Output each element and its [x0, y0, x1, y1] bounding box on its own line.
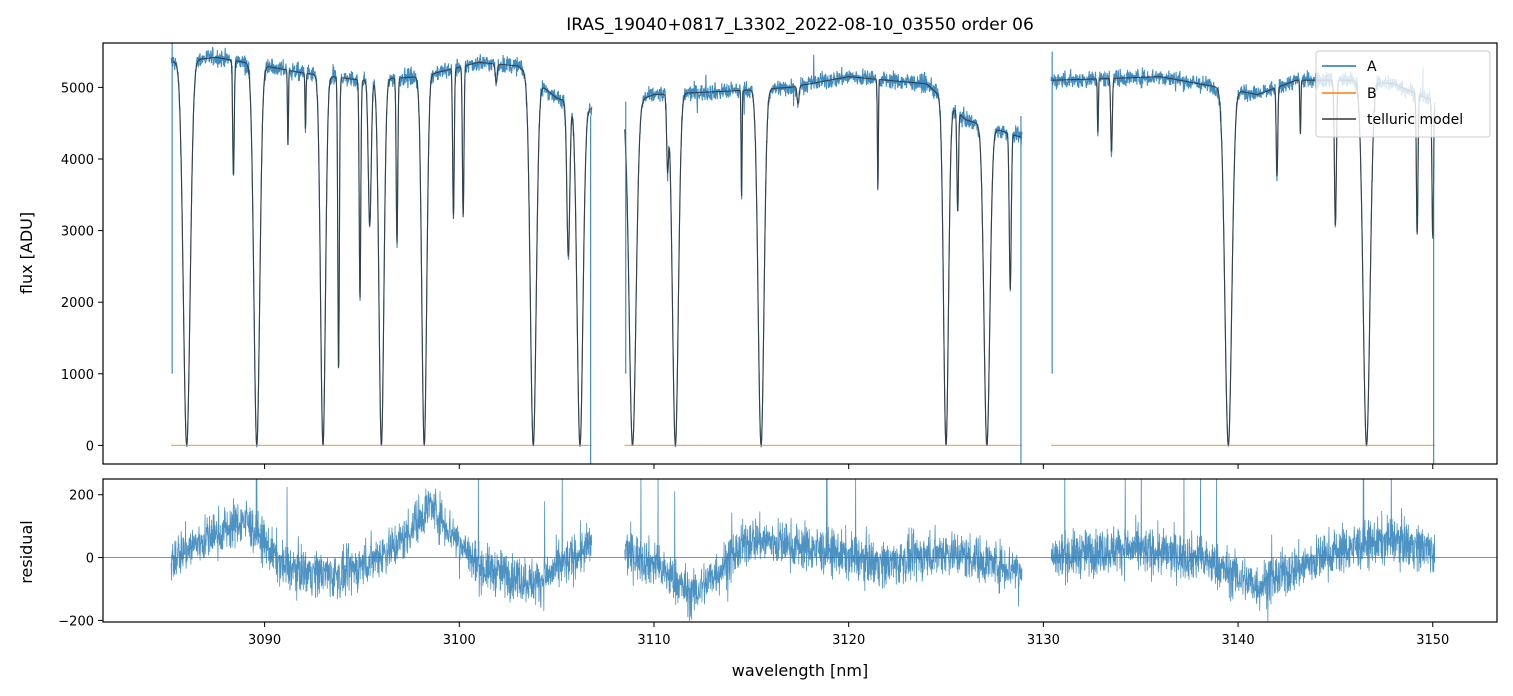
- residual-y-tick-label: 200: [69, 489, 94, 504]
- residual-plot-area: [103, 479, 1497, 622]
- flux-y-tick-label: 1000: [61, 368, 94, 383]
- residual-x-tick-label: 3130: [1027, 633, 1060, 648]
- residual-y-ticks: −200 0 200: [58, 489, 103, 629]
- residual-panel: −200 0 200 3090 3100 3110 3120 3130 3140 3150 re…: [17, 478, 1498, 680]
- legend-label-b: B: [1367, 86, 1377, 102]
- residual-x-tick-label: 3090: [248, 633, 281, 648]
- residual-x-tick-label: 3100: [443, 633, 476, 648]
- residual-y-tick-label: 0: [86, 552, 94, 567]
- flux-panel-frame: [102, 42, 1498, 465]
- residual-x-tick-label: 3120: [832, 633, 865, 648]
- flux-y-tick-label: 2000: [61, 296, 94, 311]
- flux-y-tick-label: 5000: [61, 81, 94, 96]
- residual-line: [170, 479, 593, 612]
- residual-x-tick-label: 3150: [1416, 633, 1449, 648]
- legend-box: [1315, 50, 1491, 138]
- flux-y-tick-label: 4000: [61, 153, 94, 168]
- series-a-line: [624, 54, 1023, 448]
- residual-x-ticks: 3090 3100 3110 3120 3130 3140 3150: [248, 622, 1449, 648]
- residual-line: [624, 479, 1023, 622]
- flux-y-tick-label: 0: [86, 439, 94, 454]
- flux-plot-area: [170, 43, 1436, 464]
- telluric-model-line: [171, 56, 592, 447]
- legend-label-telluric: telluric model: [1367, 112, 1463, 128]
- legend-label-a: A: [1367, 59, 1377, 75]
- flux-panel: 0 1000 2000 3000 4000 5000 flux [ADU] A B tel…: [17, 42, 1498, 469]
- telluric-model-line: [1051, 76, 1436, 448]
- chart-title: IRAS_19040+0817_L3302_2022-08-10_03550 o…: [566, 15, 1034, 35]
- telluric-model-line: [624, 76, 1023, 447]
- flux-y-ticks: 0 1000 2000 3000 4000 5000: [61, 81, 103, 454]
- flux-y-axis-label: flux [ADU]: [17, 212, 36, 294]
- flux-y-tick-label: 3000: [61, 225, 94, 240]
- residual-line: [1050, 479, 1436, 622]
- flux-x-ticks: [264, 464, 1434, 469]
- x-axis-label: wavelength [nm]: [732, 661, 869, 680]
- residual-y-axis-label: residual: [17, 520, 36, 583]
- residual-x-tick-label: 3110: [637, 633, 670, 648]
- residual-y-tick-label: −200: [58, 614, 94, 629]
- residual-panel-frame: [102, 478, 1498, 623]
- residual-x-tick-label: 3140: [1222, 633, 1255, 648]
- legend: A B telluric model: [1315, 50, 1491, 138]
